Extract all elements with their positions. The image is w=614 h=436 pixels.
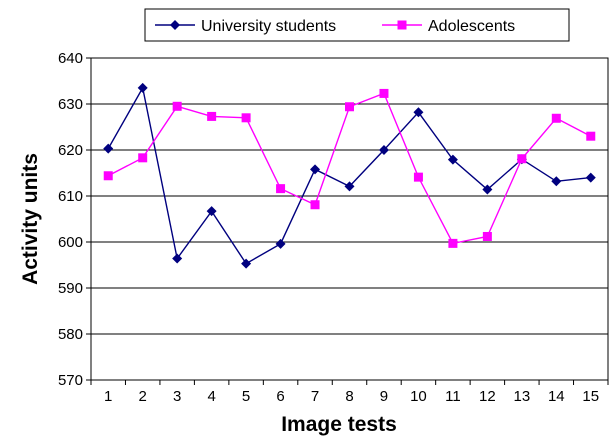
series-layer [103,82,596,269]
x-axis-title: Image tests [281,413,397,436]
data-point-adolescents [413,172,423,182]
data-point-adolescents [482,231,492,241]
x-tick-label: 9 [380,388,388,405]
y-tick-label: 620 [58,142,83,159]
data-point-adolescents [276,184,286,194]
x-tick-label: 5 [242,388,250,405]
y-tick-label: 590 [58,280,83,297]
legend-marker [397,20,407,30]
x-tick-label: 10 [410,388,427,405]
x-tick-label: 11 [445,388,461,405]
data-point-university-students [585,172,596,183]
y-tick-label: 600 [58,234,83,251]
data-point-adolescents [241,113,251,123]
plot-area [90,57,609,381]
y-tick-label: 640 [58,50,83,67]
series-university-students [103,82,596,269]
data-point-university-students [551,176,562,187]
legend-box [144,8,570,42]
x-tick-label: 15 [582,388,599,405]
legend-item-university-students: University students [155,18,336,35]
data-point-university-students [206,206,217,217]
series-line-university-students [107,85,591,265]
data-point-university-students [310,164,321,175]
series-adolescents [103,88,596,248]
x-tick-label: 8 [345,388,353,405]
data-point-university-students [241,258,252,269]
y-tick-label: 570 [58,372,83,389]
data-point-university-students [344,181,355,192]
legend-item-adolescents: Adolescents [382,18,515,35]
data-point-adolescents [172,101,182,111]
y-tick-label: 580 [58,326,83,343]
data-point-university-students [413,107,424,118]
legend-label: University students [201,18,336,35]
data-point-adolescents [207,111,217,121]
y-tick-label: 630 [58,96,83,113]
x-tick-label: 4 [207,388,215,405]
data-point-university-students [103,143,114,154]
legend: University students Adolescents [144,8,570,42]
x-tick-label: 3 [173,388,181,405]
data-point-adolescents [103,171,113,181]
data-point-university-students [275,238,286,249]
data-point-university-students [378,145,389,155]
data-point-university-students [447,154,458,165]
data-point-university-students [172,253,183,264]
series-line-adolescents [107,92,592,245]
data-point-adolescents [586,131,596,141]
data-point-adolescents [379,88,389,98]
x-tick-label: 6 [276,388,284,405]
x-tick-label: 13 [513,388,530,405]
y-axis: 570 580 590 600 610 620 630 640 [58,50,91,389]
legend-label: Adolescents [428,18,515,35]
x-tick-label: 2 [139,388,147,405]
data-point-adolescents [517,154,527,164]
y-tick-label: 610 [58,188,83,205]
data-point-adolescents [345,102,354,112]
x-axis: 1 2 3 4 5 6 7 8 9 10 11 12 13 14 15 [90,380,609,405]
data-point-adolescents [551,113,561,123]
x-tick-label: 12 [479,388,496,405]
y-axis-title: Activity units [19,153,42,285]
data-point-university-students [137,82,148,93]
data-point-university-students [482,184,493,195]
x-tick-label: 14 [548,388,565,405]
x-tick-label: 7 [311,388,319,405]
x-tick-label: 1 [104,388,112,405]
legend-marker [170,20,180,30]
data-point-adolescents [448,238,458,248]
data-point-adolescents [310,200,320,210]
data-point-adolescents [138,153,148,163]
